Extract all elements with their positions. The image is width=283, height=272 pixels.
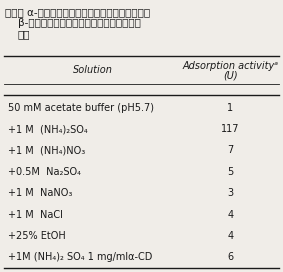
Text: 4: 4 <box>228 209 233 220</box>
Text: (U): (U) <box>223 70 238 80</box>
Text: +1M (NH₄)₂ SO₄ 1 mg/mlα-CD: +1M (NH₄)₂ SO₄ 1 mg/mlα-CD <box>8 252 152 262</box>
Text: +1 M  NaNO₃: +1 M NaNO₃ <box>8 188 72 198</box>
Text: 3: 3 <box>228 188 233 198</box>
Text: +0.5M  Na₂SO₄: +0.5M Na₂SO₄ <box>8 167 81 177</box>
Text: +25% EtOH: +25% EtOH <box>8 231 66 241</box>
Text: 5: 5 <box>227 167 234 177</box>
Text: 4: 4 <box>228 231 233 241</box>
Text: 50 mM acetate buffer (pH5.7): 50 mM acetate buffer (pH5.7) <box>8 103 154 113</box>
Text: +1 M  NaCl: +1 M NaCl <box>8 209 63 220</box>
Text: Solution: Solution <box>73 65 113 75</box>
Text: 表２． α-サイクロデキストリンカラムへのダイズ: 表２． α-サイクロデキストリンカラムへのダイズ <box>5 7 150 17</box>
Text: +1 M  (NH₄)NO₃: +1 M (NH₄)NO₃ <box>8 146 85 155</box>
Text: 117: 117 <box>221 124 240 134</box>
Text: 効果: 効果 <box>18 29 31 39</box>
Text: 1: 1 <box>228 103 233 113</box>
Text: +1 M  (NH₄)₂SO₄: +1 M (NH₄)₂SO₄ <box>8 124 88 134</box>
Text: 7: 7 <box>227 146 234 155</box>
Text: β-アミラーゼの吸着に対する種々の試薬の: β-アミラーゼの吸着に対する種々の試薬の <box>18 18 141 28</box>
Text: 6: 6 <box>228 252 233 262</box>
Text: Adsorption activityᵃ: Adsorption activityᵃ <box>183 61 278 71</box>
